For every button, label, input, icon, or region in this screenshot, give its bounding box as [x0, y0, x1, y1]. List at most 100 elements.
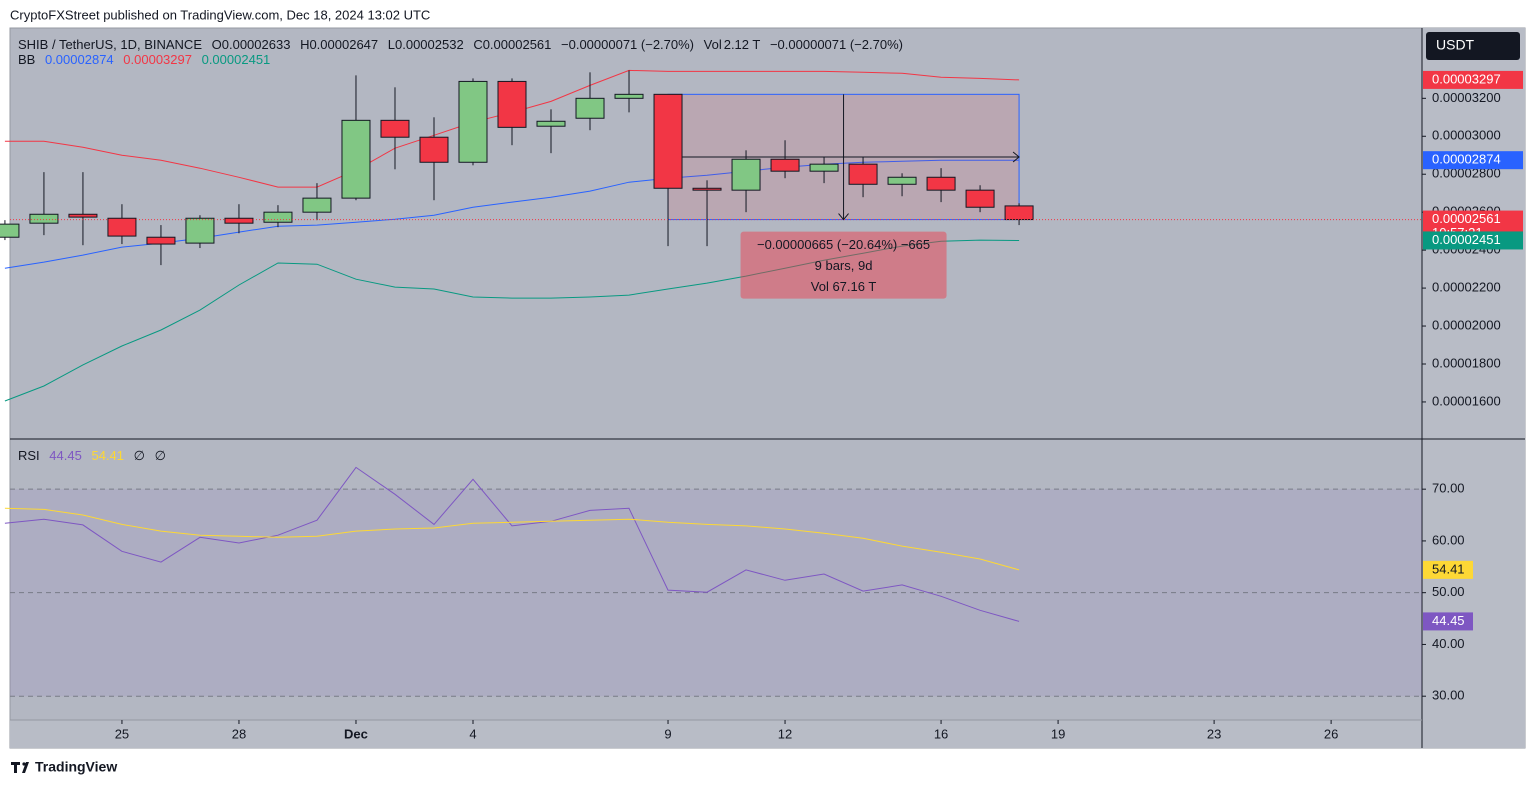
symbol: SHIB / TetherUS, 1D, BINANCE: [18, 37, 202, 52]
o-value: 0.00002633: [221, 37, 291, 52]
y-tick-label: 30.00: [1432, 688, 1465, 703]
y-tick-label: 0.00002200: [1432, 280, 1501, 295]
x-tick-label: 12: [778, 726, 792, 741]
candle-body: [536, 120, 566, 127]
candle-body: [731, 158, 761, 191]
price-legend: SHIB / TetherUS, 1D, BINANCE O0.00002633…: [18, 37, 909, 67]
currency-button[interactable]: [1426, 32, 1520, 60]
volume: 2.12 T: [723, 37, 761, 52]
y-tick-label: 40.00: [1432, 636, 1465, 651]
candle-body: [263, 211, 293, 223]
measure-arrowhead: [1012, 151, 1020, 163]
candle-body: [770, 158, 800, 172]
brand-logo: [11, 762, 29, 773]
h-label: H: [300, 37, 310, 52]
x-tick-label: Dec: [344, 726, 368, 741]
candle-body: [692, 187, 722, 191]
x-tick-label: 26: [1324, 726, 1338, 741]
ohlc-low: L0.00002532: [388, 37, 464, 52]
candle-body: [575, 97, 605, 119]
candle-body: [965, 189, 995, 208]
rsi-extra: ∅: [133, 448, 145, 463]
candle-body: [809, 163, 839, 172]
ohlc-close: C0.00002561: [473, 37, 551, 52]
candle-body: [497, 80, 527, 128]
price-tag-label: 0.00002874: [1432, 152, 1501, 167]
candle-body: [29, 213, 59, 224]
candle-body: [653, 93, 683, 189]
rsi-extra: ∅: [154, 448, 166, 463]
bb-lower: 0.00002451: [201, 52, 271, 67]
logo-dot: [22, 762, 26, 766]
price-tag: [1423, 231, 1523, 250]
change-repeat: −0.00000071 (−2.70%): [769, 37, 903, 52]
measure-label: Vol 67.16 T: [811, 279, 877, 294]
y-tick-label: 0.00002800: [1432, 166, 1501, 181]
y-tick-label: 0.00001800: [1432, 355, 1501, 370]
x-tick-label: 23: [1207, 726, 1221, 741]
rsi-tag-label: 44.45: [1432, 613, 1465, 628]
l-label: L: [387, 37, 395, 52]
y-tick-label: 0.00002000: [1432, 317, 1501, 332]
y-tick-label: 0.00003200: [1432, 90, 1501, 105]
price-tag-label: 0.00002561: [1432, 211, 1501, 226]
candle-body: [107, 217, 137, 237]
measure-label-box: [740, 231, 947, 299]
candle-body: [1004, 205, 1034, 221]
currency-label: USDT: [1436, 37, 1475, 53]
measure-label: −0.00000665 (−20.64%) −665: [757, 237, 930, 252]
candle-body: [419, 136, 449, 163]
x-tick-label: 28: [232, 726, 246, 741]
x-tick-label: 4: [469, 726, 476, 741]
h-value: 0.00002647: [309, 37, 379, 52]
y-tick-label: 50.00: [1432, 584, 1465, 599]
rsi-value: 44.45: [49, 448, 82, 463]
brand-name: TradingView: [35, 759, 117, 775]
candle-body: [68, 213, 98, 218]
candle-body: [0, 223, 20, 238]
rsi-ma-value: 54.41: [91, 448, 125, 463]
candle-body: [887, 176, 917, 185]
ohlc-open: O0.00002633: [212, 37, 291, 52]
rsi-label: RSI: [18, 448, 40, 463]
time-axis-bg: [10, 720, 1422, 748]
price-tag: [1423, 151, 1523, 170]
rsi-tag-label: 54.41: [1432, 561, 1465, 576]
rsi-line: [4, 507, 1020, 571]
y-tick-label: 70.00: [1432, 481, 1465, 496]
y-tick-label: 60.00: [1432, 532, 1465, 547]
bb-basis: 0.00002874: [44, 52, 114, 67]
bb-label: BB: [18, 52, 36, 67]
x-tick-label: 19: [1051, 726, 1065, 741]
x-tick-label: 9: [664, 726, 671, 741]
candle-body: [341, 119, 371, 199]
rsi-line: [4, 466, 1020, 622]
publish-note: CryptoFXStreet published on TradingView.…: [10, 7, 430, 22]
measure-arrowhead: [838, 213, 849, 221]
logo-icon: [11, 762, 29, 773]
candle-body: [926, 176, 956, 191]
ohlc-high: H0.00002647: [300, 37, 378, 52]
bollinger-line: [4, 239, 1020, 402]
price-tag-label: 0.00002451: [1432, 232, 1501, 247]
candle-body: [848, 163, 878, 185]
y-tick-label: 0.00003000: [1432, 128, 1501, 143]
price-tag: [1423, 70, 1523, 89]
x-tick-label: 25: [115, 726, 129, 741]
candle-body: [302, 197, 332, 213]
candle-body: [380, 119, 410, 138]
rsi-tag: [1423, 612, 1473, 631]
candle-body: [614, 93, 644, 99]
x-tick-label: 16: [934, 726, 948, 741]
plot-layer: 0.000032000.000030000.000028000.00002600…: [0, 69, 1523, 741]
change: −0.00000071 (−2.70%): [561, 37, 695, 52]
c-label: C: [473, 37, 483, 52]
chart-frame: [9, 27, 1526, 749]
rsi-tag: [1423, 560, 1473, 579]
c-value: 0.00002561: [482, 37, 552, 52]
l-value: 0.00002532: [395, 37, 464, 52]
measure-label: 9 bars, 9d: [815, 258, 873, 273]
candle-body: [458, 80, 488, 163]
